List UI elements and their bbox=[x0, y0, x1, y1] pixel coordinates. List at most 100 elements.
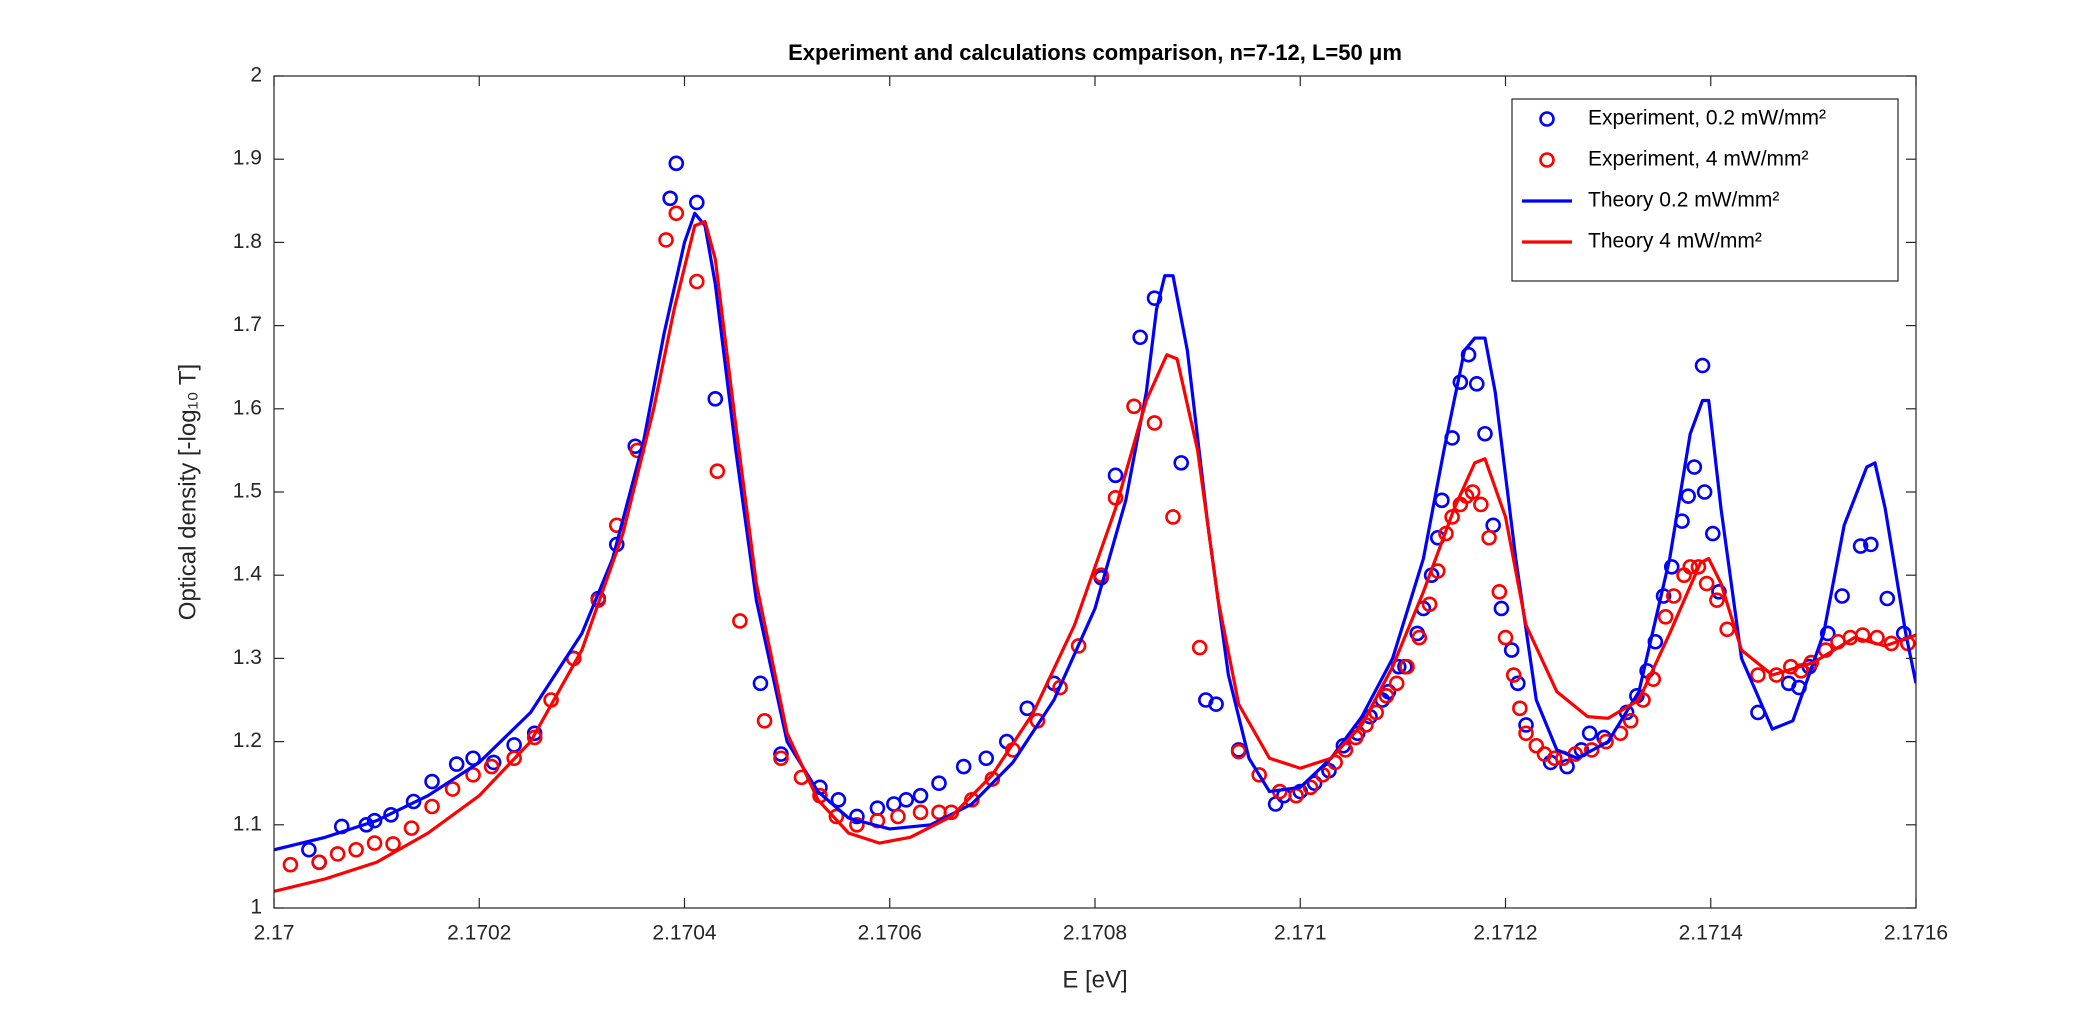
data-point bbox=[1686, 459, 1703, 475]
data-point bbox=[1070, 638, 1087, 654]
data-point bbox=[1694, 357, 1711, 374]
data-point bbox=[1518, 717, 1534, 733]
data-point bbox=[773, 750, 789, 767]
data-point bbox=[383, 807, 399, 823]
data-point bbox=[830, 792, 847, 808]
chart-title: Experiment and calculations comparison, … bbox=[788, 40, 1402, 65]
y-tick-label: 1.6 bbox=[233, 396, 262, 419]
y-axis-label: Optical density [-log₁₀ T] bbox=[174, 364, 201, 620]
data-point bbox=[1497, 629, 1514, 646]
data-point bbox=[709, 463, 726, 480]
data-point bbox=[465, 767, 481, 783]
data-point bbox=[1052, 679, 1068, 696]
data-point bbox=[1378, 688, 1395, 704]
data-point bbox=[1503, 642, 1520, 658]
data-point bbox=[1132, 329, 1148, 346]
data-point bbox=[1852, 538, 1869, 554]
data-point bbox=[1173, 455, 1190, 471]
data-point bbox=[689, 194, 705, 211]
legend-label: Theory 0.2 mW/mm² bbox=[1588, 189, 1779, 212]
data-point bbox=[668, 205, 685, 222]
legend-marker bbox=[1539, 111, 1555, 127]
data-point bbox=[1696, 484, 1713, 500]
data-point bbox=[1191, 639, 1208, 656]
data-point bbox=[448, 756, 465, 772]
data-point bbox=[1399, 658, 1415, 675]
data-point bbox=[890, 808, 906, 825]
data-point bbox=[1863, 536, 1879, 553]
data-point bbox=[1481, 529, 1497, 546]
data-point bbox=[756, 712, 773, 729]
data-point bbox=[1306, 775, 1323, 792]
data-point bbox=[348, 841, 364, 858]
legend: Experiment, 0.2 mW/mm² Experiment, 4 mW/m… bbox=[1511, 98, 1899, 282]
data-point bbox=[1146, 290, 1163, 306]
data-point bbox=[1854, 627, 1871, 643]
data-point bbox=[1464, 484, 1481, 500]
data-point bbox=[403, 820, 420, 836]
axis-layer: 2.17 2.1702 2.1704 2.1706 2.1708 2.171 2.1712 2… bbox=[233, 64, 1948, 945]
data-point bbox=[1711, 584, 1727, 600]
y-tick-label: 1.5 bbox=[233, 480, 262, 503]
data-point bbox=[329, 846, 346, 862]
data-point bbox=[1666, 588, 1682, 604]
data-point bbox=[1705, 525, 1721, 542]
data-point bbox=[1528, 737, 1545, 754]
data-point bbox=[1690, 559, 1707, 575]
data-point bbox=[849, 816, 865, 833]
data-point bbox=[1512, 700, 1528, 717]
x-tick-label: 2.1716 bbox=[1884, 922, 1948, 945]
data-point bbox=[1107, 467, 1124, 484]
data-point bbox=[1493, 600, 1510, 617]
x-tick-label: 2.1704 bbox=[652, 922, 717, 945]
data-point bbox=[689, 273, 705, 290]
data-point bbox=[1657, 608, 1674, 625]
y-tick-label: 1.3 bbox=[233, 646, 262, 669]
data-point bbox=[311, 854, 327, 871]
data-point bbox=[405, 793, 422, 810]
x-tick-label: 2.171 bbox=[1274, 922, 1327, 945]
data-point bbox=[1315, 767, 1331, 783]
x-tick-label: 2.1706 bbox=[858, 922, 922, 945]
data-point bbox=[1583, 742, 1600, 758]
legend-label: Theory 4 mW/mm² bbox=[1588, 230, 1762, 253]
data-point bbox=[978, 750, 995, 767]
data-point bbox=[1468, 376, 1485, 392]
data-point bbox=[1388, 675, 1405, 692]
data-point bbox=[964, 792, 980, 808]
data-point bbox=[1126, 398, 1142, 415]
data-point bbox=[707, 391, 724, 407]
x-tick-label: 2.1714 bbox=[1679, 922, 1744, 945]
data-point bbox=[1208, 696, 1224, 712]
data-point bbox=[662, 190, 678, 207]
data-point bbox=[931, 775, 947, 792]
data-point bbox=[1165, 509, 1181, 525]
data-point bbox=[1505, 667, 1522, 683]
data-point bbox=[912, 787, 929, 804]
data-point bbox=[366, 812, 383, 829]
data-layer bbox=[274, 155, 1916, 893]
data-point bbox=[898, 792, 914, 808]
data-point bbox=[658, 232, 674, 248]
x-axis-label: E [eV] bbox=[1062, 966, 1127, 993]
data-point bbox=[1411, 629, 1428, 646]
y-tick-label: 1 bbox=[250, 896, 262, 919]
data-point bbox=[526, 729, 543, 746]
data-point bbox=[444, 781, 461, 797]
data-point bbox=[608, 517, 625, 534]
data-point bbox=[1546, 750, 1563, 767]
data-point bbox=[752, 675, 769, 692]
data-point bbox=[955, 758, 972, 775]
data-point bbox=[668, 155, 685, 172]
legend-marker bbox=[1539, 152, 1555, 168]
data-point bbox=[1879, 590, 1896, 607]
data-point bbox=[1698, 575, 1715, 592]
y-tick-label: 2 bbox=[250, 64, 262, 87]
data-point bbox=[366, 835, 383, 851]
x-tick-label: 2.1712 bbox=[1473, 922, 1537, 945]
data-point bbox=[1883, 635, 1900, 652]
data-point bbox=[483, 758, 500, 775]
data-point bbox=[1473, 496, 1489, 513]
data-point bbox=[1663, 559, 1680, 575]
